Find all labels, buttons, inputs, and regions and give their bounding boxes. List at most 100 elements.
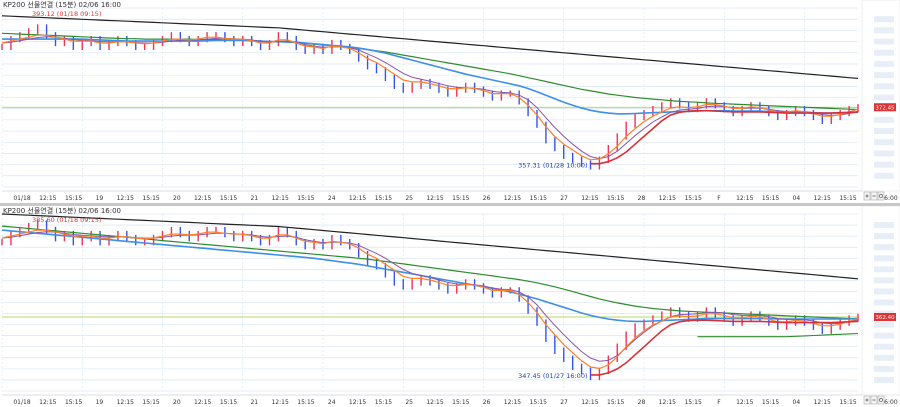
x-tick-label: F (717, 399, 721, 406)
x-axis: 01/18 12:15 15:15 19 12:15 15:15 20 12:15 15:15 2… (2, 190, 898, 202)
y-tick-mark (874, 222, 894, 229)
x-tick-label: 20 (173, 195, 181, 202)
last-price-box (874, 312, 896, 321)
y-tick-mark (874, 116, 894, 123)
last-price-box (874, 103, 896, 112)
panel-separator[interactable] (0, 203, 900, 206)
x-tick-label: 04 (793, 399, 801, 406)
zoom-out-icon[interactable] (870, 395, 878, 405)
x-tick-label: 15:15 (375, 195, 392, 202)
x-tick-label: 15:15 (684, 399, 701, 406)
x-tick-label: 12:15 (194, 399, 211, 406)
x-tick-label: 15:15 (142, 195, 159, 202)
chart-panel-bottom[interactable]: 362.40 KP200 선물연결 (15분) 02/06 16:00 385.60… (0, 206, 900, 407)
x-tick-label: 12:15 (814, 195, 831, 202)
x-tick-label: 20 (173, 399, 181, 406)
x-tick-label: 12:15 (39, 195, 56, 202)
x-tick-label: 24 (328, 399, 336, 406)
x-tick-label: 15:15 (839, 399, 856, 406)
chart-bottom[interactable]: 362.40 KP200 선물연결 (15분) 02/06 16:00385.60… (0, 206, 900, 407)
series-line-ma-green (1, 32, 859, 111)
y-tick-mark (874, 49, 894, 56)
x-tick-label: 27 (560, 195, 568, 202)
x-tick-label: 12:15 (426, 195, 443, 202)
chart-panel-top[interactable]: 372.45 KP200 선물연결 (15분) 02/06 16:00 393.12… (0, 0, 900, 203)
x-tick-label: 15:15 (452, 195, 469, 202)
series-line-ma-short (1, 229, 859, 370)
y-tick-mark (874, 16, 894, 23)
series-line-ma-black (1, 213, 859, 280)
last-price-label: 362.40 (875, 315, 895, 321)
x-tick-label: 15:15 (297, 195, 314, 202)
x-tick-label: 26 (483, 399, 491, 406)
chart-top[interactable]: 372.45 KP200 선물연결 (15분) 02/06 16:00393.12… (0, 0, 900, 203)
series-line-ma-purple (1, 231, 859, 362)
price-bars (1, 24, 859, 170)
x-tick-label: 12:15 (581, 195, 598, 202)
y-tick-mark (874, 83, 894, 90)
x-axis: 01/18 12:15 15:15 19 12:15 15:15 20 12:15 15:15 2… (2, 394, 898, 406)
series-line-ma-blue (2, 38, 859, 115)
x-tick-label: 28 (638, 195, 646, 202)
y-tick-mark (874, 128, 894, 135)
y-tick-mark (874, 38, 894, 45)
x-tick-label: 15:15 (607, 399, 624, 406)
y-tick-mark (874, 376, 894, 383)
x-tick-label: 12:15 (349, 195, 366, 202)
high-annotation: 393.12 (01/18 09:15) (32, 10, 101, 18)
low-annotation: 347.45 (01/27 16:00) (518, 372, 587, 380)
x-tick-label: 12:15 (117, 399, 134, 406)
series-line-ma-short (1, 34, 859, 161)
y-tick-mark (874, 27, 894, 34)
series-line-ma-green2 (697, 332, 859, 338)
zoom-in-icon[interactable] (863, 191, 871, 201)
settings-icon[interactable] (877, 191, 885, 201)
x-tick-label: 15:15 (297, 399, 314, 406)
x-tick-label: 19 (96, 195, 104, 202)
y-tick-mark (874, 72, 894, 79)
y-tick-mark (874, 60, 894, 67)
settings-icon[interactable] (877, 395, 885, 405)
x-tick-label: 12:15 (736, 399, 753, 406)
toolbar (863, 191, 885, 201)
x-tick-label: 25 (405, 399, 413, 406)
x-tick-label: 12:15 (581, 399, 598, 406)
x-tick-label: 12:15 (736, 195, 753, 202)
x-tick-label: 15:15 (65, 399, 82, 406)
last-price-label: 372.45 (875, 105, 895, 111)
zoom-out-icon[interactable] (870, 191, 878, 201)
series-line-ma-purple (1, 36, 859, 160)
x-tick-label: 15:15 (684, 195, 701, 202)
x-tick-label: 12:15 (659, 399, 676, 406)
x-tick-label-right: 16:00 (880, 399, 897, 406)
x-tick-label: 15:15 (220, 195, 237, 202)
x-tick-label: 12:15 (39, 399, 56, 406)
y-tick-mark (874, 139, 894, 146)
y-tick-mark (874, 161, 894, 168)
last-price-tag: 362.40 (874, 312, 896, 321)
price-bars (1, 220, 859, 381)
y-axis (874, 16, 894, 179)
y-tick-mark (874, 288, 894, 295)
x-tick-label: 15:15 (762, 195, 779, 202)
x-tick-label: 24 (328, 195, 336, 202)
x-tick-label: 15:15 (530, 399, 547, 406)
x-tick-label: 15:15 (65, 195, 82, 202)
y-tick-mark (874, 233, 894, 240)
y-tick-mark (874, 150, 894, 157)
zoom-in-icon[interactable] (863, 395, 871, 405)
x-tick-label: 12:15 (504, 399, 521, 406)
high-annotation: 385.60 (01/18 09:15) (32, 216, 101, 224)
x-tick-label: 04 (793, 195, 801, 202)
y-tick-mark (874, 365, 894, 372)
x-tick-label: 01/18 (13, 195, 30, 202)
x-tick-label: 01/18 (13, 399, 30, 406)
y-axis (874, 222, 894, 383)
y-tick-mark (874, 321, 894, 328)
x-tick-label: 12:15 (117, 195, 134, 202)
y-tick-mark (874, 343, 894, 350)
x-tick-label: 15:15 (530, 195, 547, 202)
x-tick-label: 15:15 (762, 399, 779, 406)
x-tick-label: 21 (250, 399, 258, 406)
x-tick-label: F (717, 195, 721, 202)
